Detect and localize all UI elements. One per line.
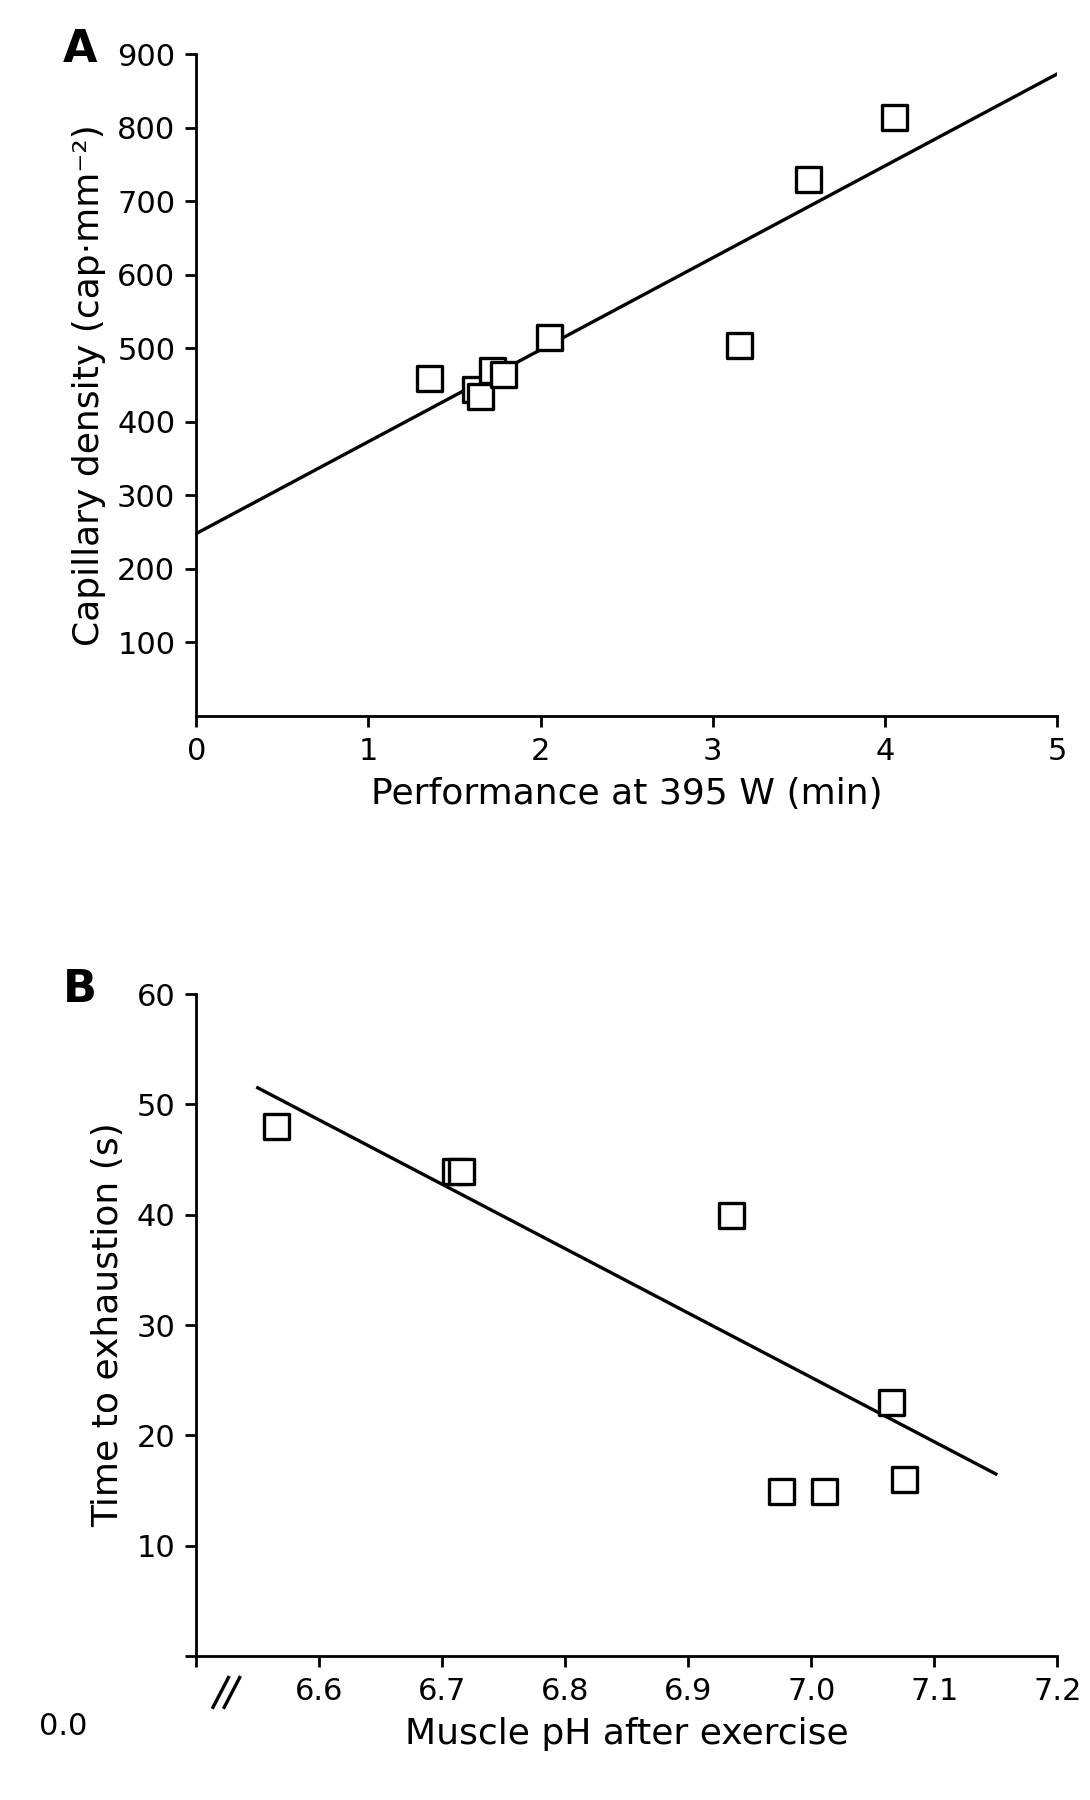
Point [815, 1476, 833, 1505]
Point [772, 1476, 789, 1505]
Y-axis label: Capillary density (cap·mm⁻²): Capillary density (cap·mm⁻²) [72, 124, 106, 646]
Text: 0.0: 0.0 [38, 1712, 87, 1741]
Text: B: B [63, 968, 97, 1010]
Point [467, 374, 484, 403]
Point [883, 1388, 900, 1417]
Point [799, 164, 816, 193]
Point [885, 103, 903, 131]
Point [730, 329, 748, 358]
Point [472, 382, 489, 410]
Point [484, 356, 501, 385]
X-axis label: Muscle pH after exercise: Muscle pH after exercise [405, 1717, 848, 1751]
Point [452, 1156, 470, 1184]
Point [723, 1201, 740, 1229]
Point [895, 1465, 912, 1494]
Point [420, 364, 437, 392]
Point [541, 322, 558, 351]
Text: A: A [63, 27, 97, 70]
Point [267, 1112, 284, 1141]
Y-axis label: Time to exhaustion (s): Time to exhaustion (s) [92, 1123, 125, 1528]
X-axis label: Performance at 395 W (min): Performance at 395 W (min) [371, 778, 883, 812]
Point [494, 360, 511, 389]
Point [446, 1156, 463, 1184]
